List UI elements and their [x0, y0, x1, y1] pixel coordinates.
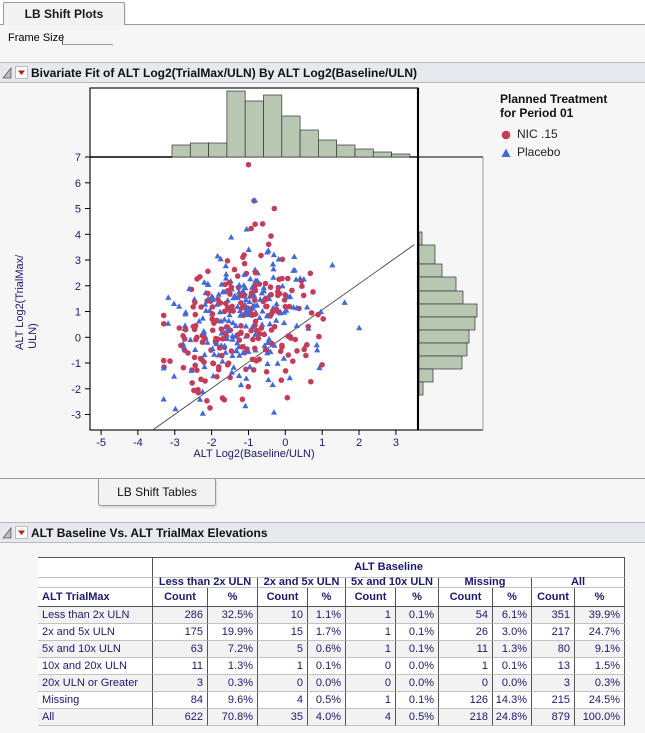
svg-text:6: 6	[75, 178, 81, 190]
svg-text:2: 2	[75, 281, 81, 293]
svg-text:3: 3	[75, 255, 81, 267]
svg-text:7: 7	[75, 152, 81, 164]
svg-text:-2: -2	[71, 384, 81, 396]
svg-text:0: 0	[75, 332, 81, 344]
svg-text:4: 4	[75, 229, 81, 241]
svg-text:-1: -1	[71, 358, 81, 370]
svg-text:5: 5	[75, 204, 81, 216]
svg-text:-3: -3	[71, 410, 81, 422]
svg-text:1: 1	[75, 307, 81, 319]
